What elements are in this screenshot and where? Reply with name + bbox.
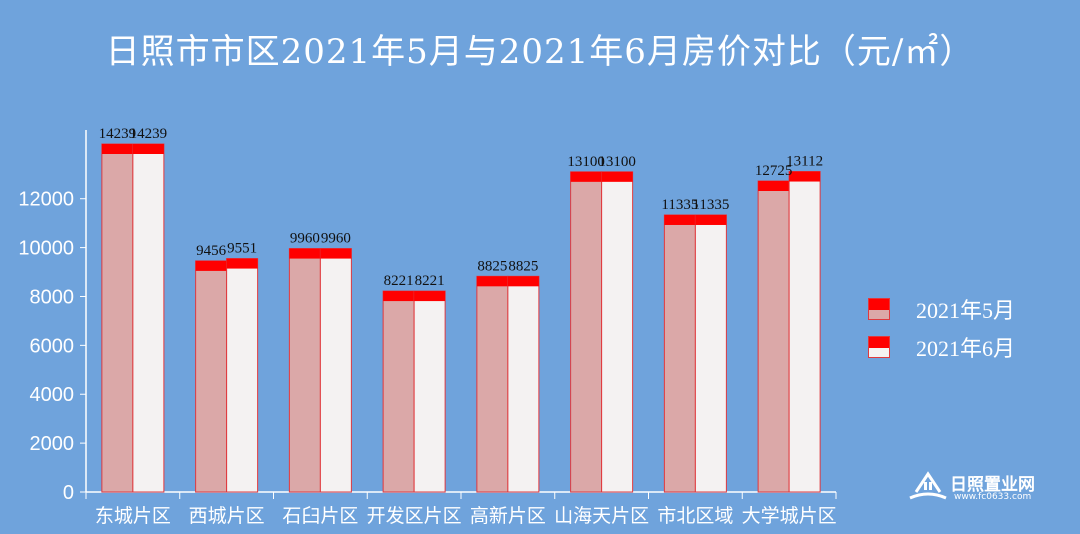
bar-cap bbox=[476, 276, 508, 287]
legend-item-june: 2021年6月 bbox=[868, 328, 1015, 366]
bar-may bbox=[101, 143, 134, 493]
bar-cap bbox=[195, 260, 227, 271]
x-tick-label: 高新片区 bbox=[470, 505, 546, 527]
x-tick-label: 西城片区 bbox=[189, 505, 265, 527]
bar-cap bbox=[570, 171, 602, 182]
data-label: 9960 bbox=[290, 231, 320, 247]
chart-title: 日照市市区2021年5月与2021年6月房价对比（元/㎡） bbox=[105, 32, 975, 72]
bar-cap bbox=[758, 181, 790, 192]
bar-may bbox=[570, 171, 603, 493]
data-label: 13100 bbox=[598, 154, 636, 170]
legend: 2021年5月 2021年6月 bbox=[868, 290, 1015, 366]
bar-cap bbox=[789, 171, 821, 182]
bar-cap bbox=[383, 291, 415, 302]
bar-june bbox=[413, 290, 446, 493]
bar-may bbox=[382, 290, 415, 493]
x-tick-label: 石臼片区 bbox=[282, 505, 358, 527]
data-label: 12725 bbox=[755, 163, 793, 179]
bar-june bbox=[319, 248, 352, 493]
y-tick-label: 8000 bbox=[30, 286, 75, 308]
house-logo-icon bbox=[909, 471, 947, 500]
data-label: 9960 bbox=[321, 231, 351, 247]
bar-may bbox=[757, 180, 790, 493]
legend-swatch-june bbox=[868, 336, 890, 358]
bar-may bbox=[476, 275, 509, 493]
bar-june bbox=[788, 171, 821, 493]
watermark-logo: 日照置业网 www.fc0633.com bbox=[906, 468, 1035, 506]
bar-cap bbox=[289, 248, 321, 259]
bar-cap bbox=[507, 276, 539, 287]
bar-cap bbox=[695, 214, 727, 225]
data-label: 8825 bbox=[508, 258, 538, 274]
x-tick-label: 开发区片区 bbox=[367, 505, 462, 527]
bar-cap bbox=[101, 144, 133, 154]
legend-swatch-may bbox=[868, 298, 890, 320]
bar-cap bbox=[320, 248, 352, 259]
bar-june bbox=[132, 143, 165, 493]
legend-label-june: 2021年6月 bbox=[916, 336, 1016, 361]
bar-cap bbox=[601, 171, 633, 182]
data-label: 9456 bbox=[196, 243, 227, 259]
y-tick-label: 4000 bbox=[30, 384, 75, 406]
bar-cap bbox=[414, 291, 446, 302]
bar-cap bbox=[226, 258, 258, 269]
y-tick-label: 12000 bbox=[18, 189, 74, 211]
bar-june bbox=[601, 171, 634, 493]
data-label: 9551 bbox=[227, 241, 257, 257]
data-label: 11335 bbox=[661, 197, 698, 213]
watermark-brand: 日照置业网 bbox=[950, 475, 1035, 495]
bar-may bbox=[195, 260, 228, 493]
bar-may bbox=[663, 214, 696, 493]
data-label: 13100 bbox=[567, 154, 605, 170]
y-tick-label: 10000 bbox=[18, 238, 74, 260]
x-tick-label: 东城片区 bbox=[95, 505, 171, 527]
data-label: 8221 bbox=[384, 273, 414, 289]
bar-cap bbox=[132, 144, 164, 154]
bar-may bbox=[288, 248, 321, 493]
y-tick-label: 2000 bbox=[30, 433, 75, 455]
x-tick-label: 大学城片区 bbox=[742, 505, 837, 527]
bar-cap bbox=[664, 214, 696, 225]
data-label: 11335 bbox=[692, 197, 729, 213]
legend-label-may: 2021年5月 bbox=[916, 298, 1016, 323]
y-tick-label: 0 bbox=[63, 482, 74, 504]
legend-item-may: 2021年5月 bbox=[868, 290, 1015, 328]
y-tick-label: 6000 bbox=[30, 335, 75, 357]
bar-june bbox=[694, 214, 727, 493]
data-label: 14239 bbox=[130, 126, 168, 142]
bar-june bbox=[507, 275, 540, 493]
watermark-url: www.fc0633.com bbox=[954, 492, 1032, 502]
bars bbox=[101, 143, 821, 493]
x-tick-label: 山海天片区 bbox=[554, 505, 649, 527]
data-label: 8825 bbox=[477, 258, 507, 274]
bar-june bbox=[226, 258, 259, 493]
x-tick-label: 市北区域 bbox=[657, 505, 733, 527]
axes: 0 2000 4000 6000 8000 10000 12000 东城片区 西城片区 石臼片区开… bbox=[18, 130, 837, 527]
data-label: 14239 bbox=[99, 126, 137, 142]
data-label: 13112 bbox=[786, 154, 823, 170]
data-label: 8221 bbox=[415, 273, 445, 289]
